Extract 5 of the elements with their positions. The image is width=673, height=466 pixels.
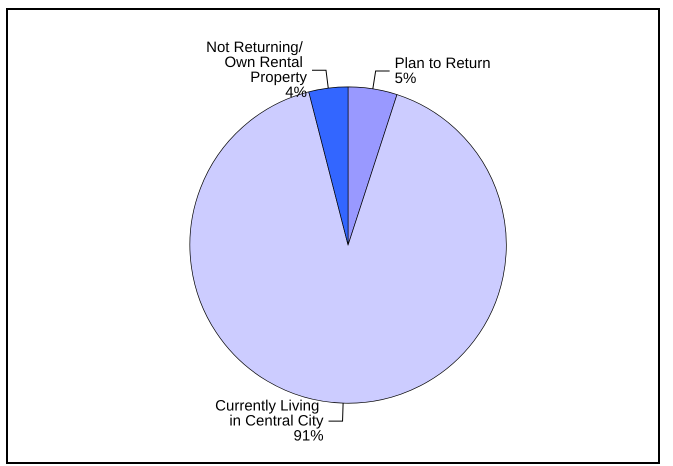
data-label: 5% xyxy=(394,70,416,88)
slice-label: Plan to Return xyxy=(394,55,491,72)
data-label: 91% xyxy=(294,428,324,445)
slice-label: Not Returning/ Own Rental Property xyxy=(206,39,308,86)
slice-label: Currently Living in Central City xyxy=(215,398,324,430)
